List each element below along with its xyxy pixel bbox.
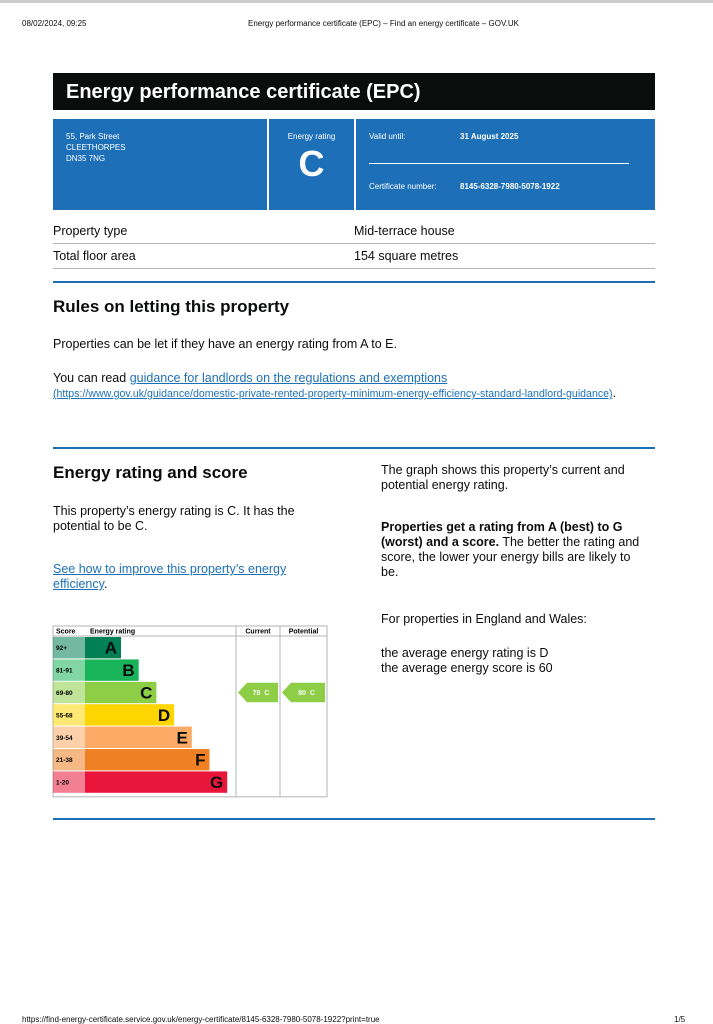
address-line: CLEETHORPES — [66, 143, 126, 152]
cert-label: Certificate number: — [369, 182, 437, 191]
band-bar — [85, 659, 139, 681]
address-line: 55, Park Street — [66, 132, 120, 141]
paragraph: This property’s energy rating is C. It h… — [53, 504, 295, 533]
validity-box: Valid until: 31 August 2025 Certificate … — [356, 119, 655, 210]
epc-graph: Score Energy rating Current Potential 92+ A 81… — [52, 625, 328, 798]
score-cell — [53, 659, 85, 681]
heading: Rules on letting this property — [53, 297, 290, 316]
link-url[interactable]: (https://www.gov.uk/guidance/domestic-pr… — [53, 388, 613, 400]
divider — [369, 163, 629, 164]
column-header: Current — [245, 629, 271, 636]
band-letter: G — [210, 773, 223, 792]
paragraph: Properties get a rating from A (best) to… — [381, 520, 651, 580]
column-header: Score — [56, 629, 76, 636]
band-bar — [85, 681, 157, 704]
text: . — [103, 577, 108, 591]
paragraph: The graph shows this property’s current … — [381, 463, 625, 492]
section-rule — [53, 281, 655, 283]
paragraph: You can read guidance for landlords on t… — [53, 371, 643, 402]
cell: 154 square metres — [354, 249, 459, 263]
address: 55, Park Street CLEETHORPES DN35 7NG — [66, 131, 126, 164]
valid-date: 31 August 2025 — [460, 132, 519, 141]
page-title: Energy performance certificate (EPC) — [66, 81, 421, 103]
address-line: DN35 7NG — [66, 154, 106, 163]
text: The better the rating and score, the low… — [381, 535, 640, 579]
rating-label: Energy rating — [287, 132, 336, 141]
band-letter: E — [176, 728, 187, 747]
score-cell — [53, 771, 85, 793]
band: C — [310, 690, 315, 697]
band-bar — [85, 771, 228, 793]
print-url: https://find-energy-certificate.service.… — [22, 1015, 380, 1024]
address-box: 55, Park Street CLEETHORPES DN35 7NG — [53, 119, 267, 210]
band-bar — [85, 749, 210, 771]
band-bar — [85, 637, 121, 659]
band-letter: D — [158, 706, 170, 725]
rating-letter: C — [298, 143, 325, 184]
score-range: 21-38 — [56, 757, 73, 764]
table-row: Total floor area 154 square metres — [53, 244, 655, 269]
section-rule — [53, 818, 655, 820]
page-number: 1/5 — [674, 1015, 686, 1024]
score-range: 81-91 — [56, 668, 73, 675]
rating-box: Energy rating C — [269, 119, 354, 210]
band-letter: F — [195, 751, 205, 770]
score-cell — [53, 681, 85, 704]
paragraph: See how to improve this property’s energ… — [53, 562, 313, 592]
band-bar — [85, 704, 175, 726]
score-cell — [53, 726, 85, 748]
cell: Total floor area — [53, 249, 136, 263]
score-range: 1-20 — [56, 780, 69, 787]
score-range: 39-54 — [56, 735, 73, 742]
section-rule — [53, 447, 655, 449]
band: C — [264, 690, 269, 697]
bold-text: Properties get a rating from A (best) to… — [381, 520, 623, 549]
rating-arrow-label: 80 C — [298, 690, 315, 697]
rating-arrow-label: 78 C — [253, 690, 270, 697]
text: . — [612, 386, 617, 400]
valid-label: Valid until: — [369, 132, 406, 141]
score-cell — [53, 637, 85, 659]
score: 78 — [253, 690, 261, 697]
score: 80 — [298, 690, 306, 697]
band-bar — [85, 726, 192, 748]
title-bar: Energy performance certificate (EPC) — [53, 73, 655, 110]
column-header: Potential — [289, 629, 319, 636]
paragraph: For properties in England and Wales: — [381, 612, 587, 626]
table-row: Property type Mid-terrace house — [53, 219, 655, 244]
text: You can read — [53, 371, 130, 385]
link[interactable]: guidance for landlords on the regulation… — [129, 371, 448, 385]
heading: Energy rating and score — [53, 463, 248, 482]
column-header: Energy rating — [90, 629, 135, 636]
text: the average energy rating is D — [381, 646, 549, 660]
score-range: 55-68 — [56, 712, 73, 719]
print-date: 08/02/2024, 09:25 — [22, 19, 87, 28]
cell: Mid-terrace house — [354, 224, 455, 238]
score-range: 92+ — [56, 645, 67, 652]
text: the average energy score is 60 — [381, 661, 553, 675]
band-letter: B — [122, 661, 134, 680]
rating-arrow — [282, 682, 325, 703]
score-cell — [53, 704, 85, 726]
band-letter: C — [140, 684, 152, 703]
score-range: 69-80 — [56, 690, 73, 697]
link[interactable]: See how to improve this property’s energ… — [53, 562, 287, 591]
paragraph: Properties can be let if they have an en… — [53, 337, 397, 351]
cell: Property type — [53, 224, 128, 238]
cert-number: 8145-6328-7980-5078-1922 — [460, 182, 560, 191]
rating-arrow — [238, 682, 278, 703]
band-letter: A — [105, 639, 117, 658]
print-title: Energy performance certificate (EPC) – F… — [248, 19, 519, 28]
score-cell — [53, 749, 85, 771]
